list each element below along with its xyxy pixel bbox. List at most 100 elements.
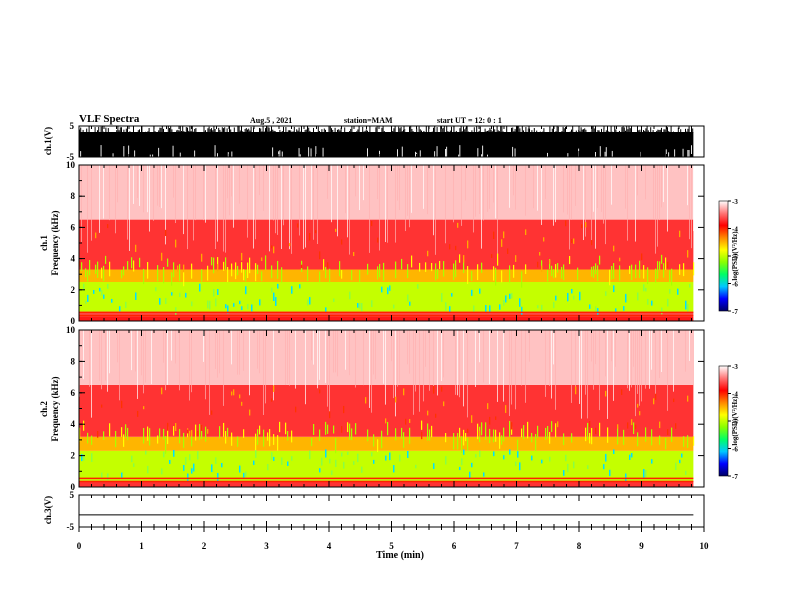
spectrogram-speckle (359, 270, 361, 282)
spectrogram-speckle (145, 450, 147, 455)
spectrogram-speckle (501, 270, 503, 283)
spectrogram-speckle (489, 428, 491, 444)
waveform-spike (119, 127, 121, 133)
spectrogram-speckle (637, 403, 639, 408)
spectrogram-streak (443, 330, 444, 378)
y-tick-label: 10 (66, 160, 76, 170)
x-tick-label: 6 (452, 541, 457, 551)
spectrogram-speckle (643, 469, 645, 478)
spectrogram-speckle (379, 264, 381, 278)
spectrogram-speckle (119, 306, 121, 312)
spectrogram-streak (319, 330, 320, 380)
waveform-spike (262, 126, 264, 133)
spectrogram-streak (555, 330, 556, 410)
spectrogram-speckle (651, 429, 653, 446)
spectrogram-streak (693, 330, 694, 412)
waveform-trace (79, 132, 694, 157)
colorbar (718, 200, 729, 312)
spectrogram-streak (489, 165, 490, 209)
spectrogram-streak (395, 330, 396, 417)
spectrogram-streak (289, 165, 290, 250)
waveform-spike (461, 131, 463, 133)
spectrogram-streak (231, 330, 232, 365)
spectrogram-speckle (275, 297, 277, 306)
spectrogram-speckle (571, 239, 573, 243)
spectrogram-streak (317, 330, 318, 389)
spectrogram-streak (651, 330, 652, 370)
waveform-gap (481, 154, 482, 157)
spectrogram-speckle (329, 458, 331, 464)
spectrogram-streak (423, 165, 424, 209)
spectrogram-speckle (277, 260, 279, 279)
spectrogram-speckle (621, 389, 623, 395)
spectrogram-speckle (165, 436, 167, 454)
waveform-spike (443, 126, 445, 133)
spectrogram-speckle (455, 260, 457, 278)
spectrogram-speckle (191, 431, 193, 447)
spectrogram-streak (345, 165, 346, 214)
spectrogram-band (79, 436, 694, 451)
spectrogram-streak (395, 165, 396, 243)
spectrogram-streak (287, 330, 288, 384)
waveform-gap (434, 151, 436, 157)
waveform-gap (599, 146, 601, 157)
waveform-spike (107, 128, 109, 133)
spectrogram-speckle (675, 423, 677, 429)
spectrogram-streak (445, 165, 446, 244)
waveform-spike (309, 130, 311, 133)
spectrogram-speckle (683, 436, 685, 447)
spectrogram-speckle (273, 456, 275, 461)
waveform-spike (301, 126, 302, 133)
spectrogram-streak (295, 330, 296, 389)
spectrogram-streak (383, 330, 384, 384)
spectrogram-speckle (201, 424, 203, 431)
spectrogram-streak (349, 165, 350, 255)
spectrogram-speckle (445, 433, 447, 443)
spectrogram-speckle (125, 301, 127, 309)
waveform-spike (242, 131, 244, 133)
waveform-spike (631, 126, 632, 133)
spectrogram-speckle (191, 429, 193, 437)
waveform-spike (349, 131, 350, 133)
spectrogram-speckle (341, 239, 343, 245)
spectrogram-speckle (163, 428, 165, 440)
spectrogram-streak (637, 330, 638, 394)
spectrogram-streak (587, 330, 588, 419)
spectrogram-streak (525, 165, 526, 216)
spectrogram-speckle (179, 264, 181, 281)
spectrogram-speckle (445, 456, 447, 465)
waveform-spike (484, 128, 486, 133)
spectrogram-speckle (201, 425, 203, 439)
spectrogram-streak (215, 165, 216, 250)
spectrogram-speckle (693, 262, 695, 276)
spectrogram-streak (281, 165, 282, 250)
spectrogram-speckle (515, 255, 517, 262)
waveform-spike (665, 126, 667, 133)
spectrogram-streak (483, 330, 484, 383)
waveform-spike (289, 130, 290, 133)
spectrogram-speckle (393, 304, 395, 309)
spectrogram-speckle (433, 385, 435, 394)
spectrogram-speckle (103, 431, 105, 441)
waveform-spike (657, 129, 659, 133)
waveform-spike (351, 126, 353, 133)
waveform-gap (445, 148, 446, 157)
waveform-spike (466, 126, 468, 133)
spectrogram-streak (117, 165, 118, 203)
spectrogram-speckle (681, 453, 683, 458)
spectrogram-speckle (585, 427, 587, 442)
spectrogram-speckle (403, 388, 405, 396)
spectrogram-speckle (483, 472, 485, 477)
spectrogram-speckle (171, 292, 173, 296)
spectrogram-speckle (277, 283, 279, 289)
spectrogram-speckle (197, 430, 199, 437)
spectrogram-speckle (263, 429, 265, 447)
waveform-gap (605, 147, 607, 157)
waveform-spike (207, 128, 209, 133)
spectrogram-speckle (241, 262, 243, 273)
waveform-spike (542, 131, 544, 133)
spectrogram-speckle (81, 454, 83, 462)
spectrogram-speckle (541, 459, 543, 464)
spectrogram-streak (387, 165, 388, 243)
waveform-spike (302, 131, 304, 133)
